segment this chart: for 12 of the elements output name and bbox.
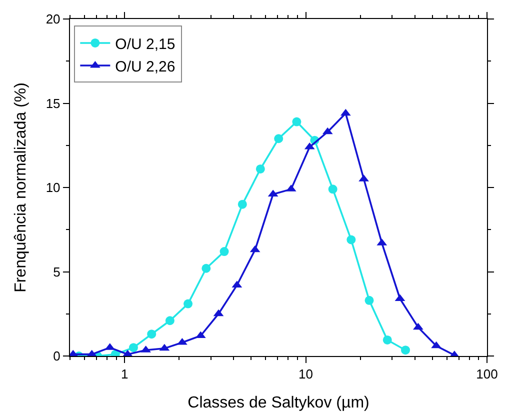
x-tick-label: 1 <box>120 366 128 382</box>
y-tick-label: 10 <box>46 180 60 196</box>
legend-label: O/U 2,15 <box>115 36 176 53</box>
legend-label: O/U 2,26 <box>115 58 176 76</box>
x-tick-label: 100 <box>476 366 498 382</box>
y-tick-label: 20 <box>46 12 60 27</box>
y-axis-title: Frenquência normalizada (%) <box>12 82 30 292</box>
y-tick-label: 5 <box>53 264 60 280</box>
x-tick-label: 10 <box>298 366 314 382</box>
y-tick-label: 15 <box>46 96 60 111</box>
x-axis-title: Classes de Saltykov (µm) <box>188 394 370 412</box>
y-tick-label: 0 <box>53 348 60 364</box>
